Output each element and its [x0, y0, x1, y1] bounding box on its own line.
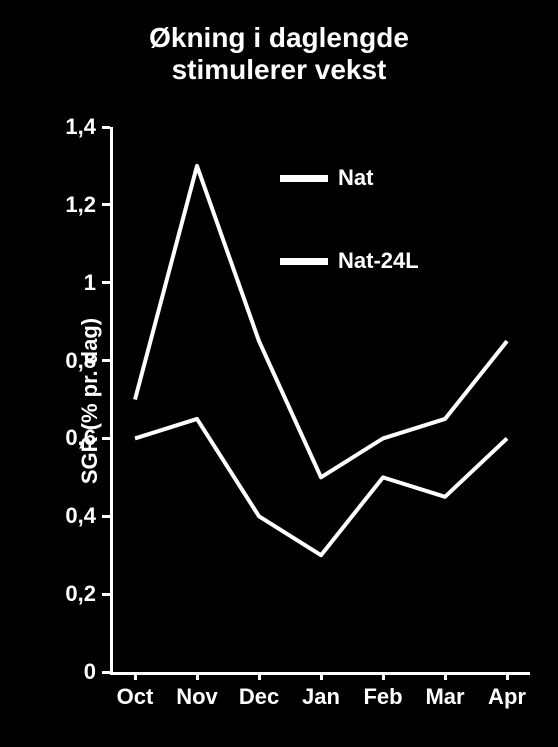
line-plot — [110, 127, 530, 672]
y-tick — [102, 281, 110, 284]
x-tick-label: Jan — [302, 684, 340, 710]
y-tick — [102, 126, 110, 129]
y-tick — [102, 203, 110, 206]
y-tick-label: 1,2 — [65, 192, 96, 218]
x-tick-label: Nov — [176, 684, 218, 710]
series-line — [135, 419, 507, 555]
y-tick-label: 1,4 — [65, 114, 96, 140]
plot-area — [110, 127, 530, 672]
legend-label: Nat-24L — [338, 248, 419, 274]
x-tick-label: Feb — [363, 684, 402, 710]
y-tick — [102, 437, 110, 440]
y-tick — [102, 593, 110, 596]
x-tick — [506, 672, 509, 680]
legend-label: Nat — [338, 165, 373, 191]
x-tick — [196, 672, 199, 680]
x-tick — [134, 672, 137, 680]
y-tick-label: 0 — [84, 659, 96, 685]
x-tick — [258, 672, 261, 680]
series-line — [135, 166, 507, 477]
y-tick — [102, 671, 110, 674]
y-axis-label: SGR (% pr. dag) — [77, 317, 103, 483]
x-tick-label: Apr — [488, 684, 526, 710]
y-axis — [110, 127, 113, 672]
title-line1: Økning i daglengde — [149, 22, 409, 53]
legend-item: Nat — [280, 165, 373, 191]
x-tick-label: Oct — [117, 684, 154, 710]
y-tick-label: 1 — [84, 270, 96, 296]
x-tick — [444, 672, 447, 680]
chart-title: Økning i daglengde stimulerer vekst — [0, 22, 558, 86]
title-line2: stimulerer vekst — [172, 54, 387, 85]
y-tick-label: 0,2 — [65, 581, 96, 607]
legend-swatch — [280, 258, 328, 265]
x-tick — [382, 672, 385, 680]
x-tick-label: Dec — [239, 684, 279, 710]
x-tick — [320, 672, 323, 680]
legend-swatch — [280, 175, 328, 182]
legend-item: Nat-24L — [280, 248, 419, 274]
chart-container: Økning i daglengde stimulerer vekst SGR … — [0, 0, 558, 747]
y-tick — [102, 515, 110, 518]
y-tick-label: 0,4 — [65, 503, 96, 529]
y-tick-label: 0,8 — [65, 348, 96, 374]
y-tick — [102, 359, 110, 362]
x-tick-label: Mar — [425, 684, 464, 710]
y-tick-label: 0,6 — [65, 425, 96, 451]
